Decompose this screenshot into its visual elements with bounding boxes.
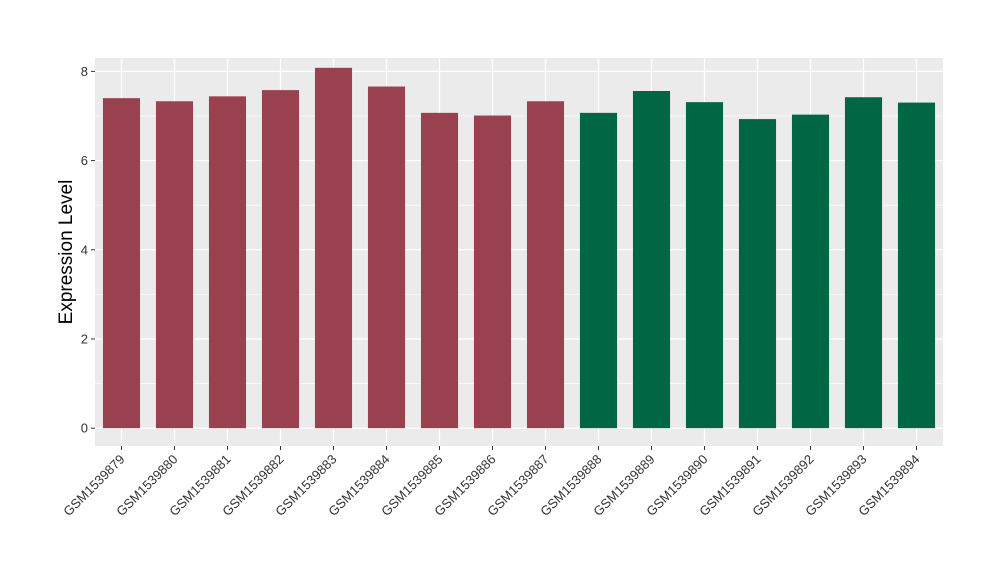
bar [844, 97, 883, 429]
bar [632, 91, 671, 429]
bar [208, 96, 247, 429]
bar [791, 114, 830, 429]
bar [473, 115, 512, 429]
y-tick-label: 0 [81, 421, 88, 436]
bar [102, 98, 141, 429]
y-axis: 0 2 4 6 8 [81, 64, 95, 436]
y-tick-label: 4 [81, 242, 88, 257]
bar [420, 112, 459, 429]
y-tick-label: 2 [81, 331, 88, 346]
bar [738, 119, 777, 429]
bar [685, 102, 724, 429]
y-axis-title: Expression Level [56, 180, 77, 325]
y-tick-label: 6 [81, 153, 88, 168]
bar [579, 112, 618, 429]
bar [314, 67, 353, 429]
bars [102, 67, 936, 429]
x-axis: GSM1539879GSM1539880GSM1539881GSM1539882… [60, 446, 923, 519]
bar [261, 90, 300, 429]
bar [526, 101, 565, 429]
bar [367, 86, 406, 429]
bar [897, 102, 936, 429]
y-tick-label: 8 [81, 64, 88, 79]
bar [155, 101, 194, 429]
